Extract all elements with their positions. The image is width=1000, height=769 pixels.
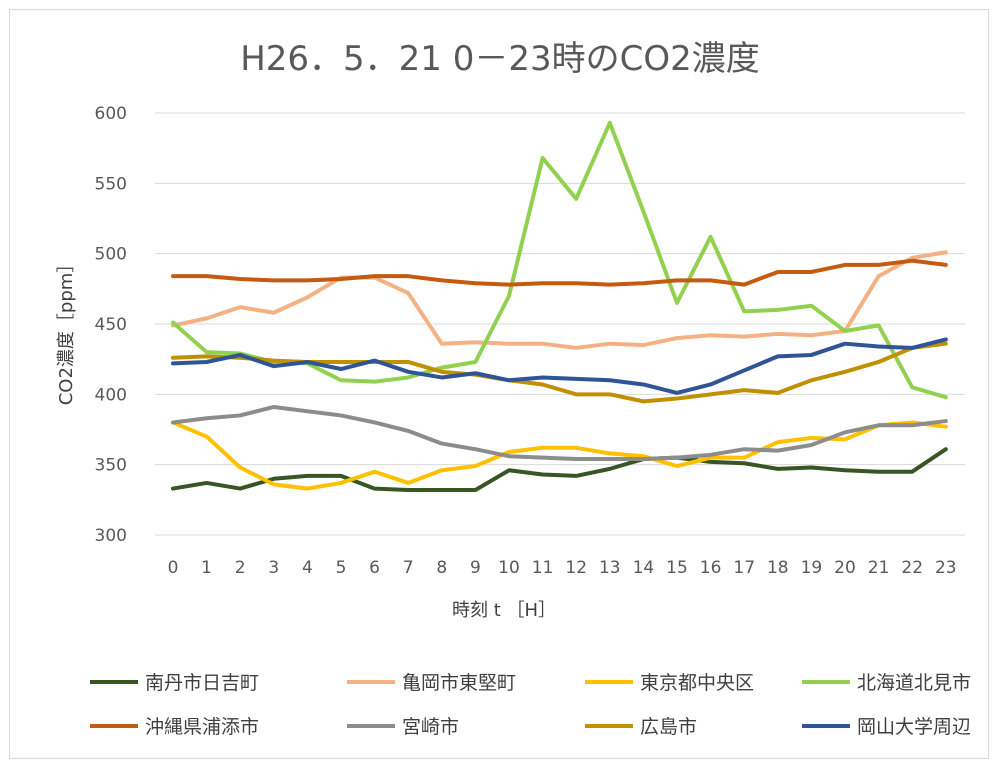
y-axis-ticks: 300 350 400 450 500 550 600 [95, 104, 127, 546]
series-line-5 [171, 404, 948, 462]
legend-label: 広島市 [640, 716, 697, 738]
x-tick-label: 11 [532, 558, 554, 578]
x-tick-label: 16 [700, 558, 722, 578]
y-tick-label: 550 [95, 174, 127, 194]
x-tick-label: 1 [201, 558, 212, 578]
legend-item: 岡山大学周辺 [802, 716, 971, 738]
series-line-4 [171, 258, 948, 287]
x-tick-label: 13 [599, 558, 621, 578]
x-tick-label: 20 [834, 558, 856, 578]
legend-label: 東京都中央区 [640, 672, 754, 694]
x-tick-label: 8 [436, 558, 447, 578]
y-tick-label: 400 [95, 385, 127, 405]
x-tick-label: 14 [633, 558, 655, 578]
x-tick-label: 5 [336, 558, 347, 578]
y-tick-label: 600 [95, 104, 127, 124]
x-tick-label: 0 [168, 558, 179, 578]
x-axis-ticks: 0 1 2 3 4 5 6 7 8 9 10 11 12 13 14 15 16 17 18 19 20 21 22 23 [168, 558, 957, 578]
x-tick-label: 17 [733, 558, 755, 578]
legend-label: 北海道北見市 [857, 672, 971, 694]
gridlines [155, 112, 965, 536]
legend-item: 東京都中央区 [585, 672, 754, 694]
x-axis-title: 時刻 t ［H］ [452, 600, 556, 621]
legend-item: 広島市 [585, 716, 697, 738]
y-tick-label: 450 [95, 315, 127, 335]
x-tick-label: 9 [470, 558, 481, 578]
series-line-1 [171, 250, 948, 350]
x-tick-label: 4 [302, 558, 313, 578]
y-axis-title: CO2濃度［ppm］ [56, 255, 77, 406]
x-tick-label: 10 [498, 558, 520, 578]
x-tick-label: 21 [868, 558, 890, 578]
x-tick-label: 6 [369, 558, 380, 578]
series-line-2 [171, 420, 948, 491]
x-tick-label: 19 [801, 558, 823, 578]
chart-title: H26．5．21 0－23時のCO2濃度 [240, 39, 760, 79]
chart-frame: H26．5．21 0－23時のCO2濃度 300 350 400 450 500 550 6… [9, 9, 989, 759]
legend-item: 宮崎市 [347, 716, 459, 738]
x-tick-label: 18 [767, 558, 789, 578]
y-tick-label: 300 [95, 526, 127, 546]
y-tick-label: 350 [95, 456, 127, 476]
x-tick-label: 23 [935, 558, 957, 578]
line-chart: H26．5．21 0－23時のCO2濃度 3003504004505005506… [56, 39, 971, 738]
series-lines [171, 120, 948, 492]
x-tick-label: 7 [403, 558, 414, 578]
x-tick-label: 2 [235, 558, 246, 578]
x-tick-label: 12 [565, 558, 587, 578]
y-tick-label: 500 [95, 245, 127, 265]
legend-item: 北海道北見市 [802, 672, 971, 694]
series-line-0 [171, 447, 948, 492]
legend-label: 岡山大学周辺 [857, 716, 971, 738]
legend-label: 南丹市日吉町 [145, 672, 259, 694]
legend-label: 亀岡市東堅町 [402, 672, 516, 694]
series-line-6 [171, 341, 948, 404]
x-tick-label: 22 [901, 558, 923, 578]
legend-label: 宮崎市 [402, 716, 459, 738]
x-tick-label: 15 [666, 558, 688, 578]
series-line-3 [171, 120, 948, 400]
legend-item: 沖縄県浦添市 [90, 716, 259, 738]
series-line-7 [171, 337, 948, 395]
legend-label: 沖縄県浦添市 [145, 716, 259, 738]
legend-item: 南丹市日吉町 [90, 672, 259, 694]
legend-item: 亀岡市東堅町 [347, 672, 516, 694]
x-tick-label: 3 [268, 558, 279, 578]
